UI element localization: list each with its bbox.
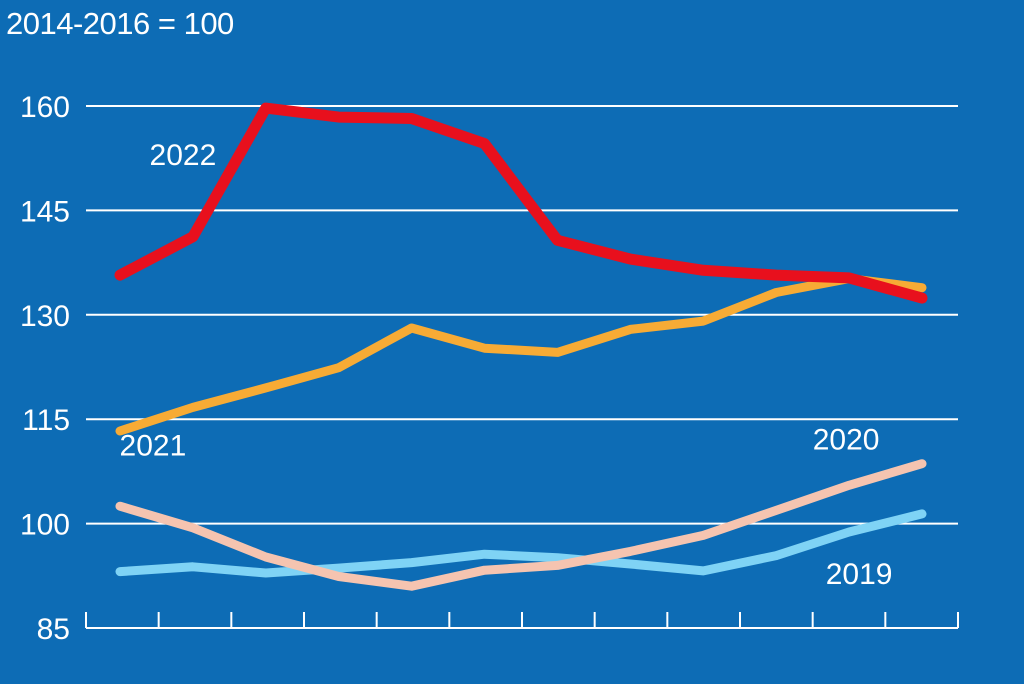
y-tick-label-115: 115 <box>22 404 70 437</box>
gridlines <box>86 105 958 525</box>
series-line-2019 <box>115 509 927 578</box>
series-label-2019: 2019 <box>826 558 893 591</box>
y-tick-label-160: 160 <box>20 91 70 124</box>
x-axis <box>85 612 959 629</box>
series-label-2020: 2020 <box>813 423 880 456</box>
series-line-2021 <box>115 274 927 436</box>
series-lines <box>114 102 928 591</box>
y-tick-label-145: 145 <box>20 195 70 228</box>
series-label-2021: 2021 <box>120 429 187 462</box>
y-axis-unit-label: 2014-2016 = 100 <box>6 6 234 41</box>
series-labels: 2019 2020 2021 2022 <box>120 139 893 591</box>
y-tick-labels: 85 100 115 130 145 160 <box>20 91 70 646</box>
series-line-2020 <box>115 459 927 591</box>
y-tick-label-85: 85 <box>37 613 70 646</box>
series-line-2022 <box>114 102 928 304</box>
y-tick-label-130: 130 <box>20 300 70 333</box>
series-label-2022: 2022 <box>150 139 217 172</box>
y-tick-label-100: 100 <box>20 509 70 542</box>
